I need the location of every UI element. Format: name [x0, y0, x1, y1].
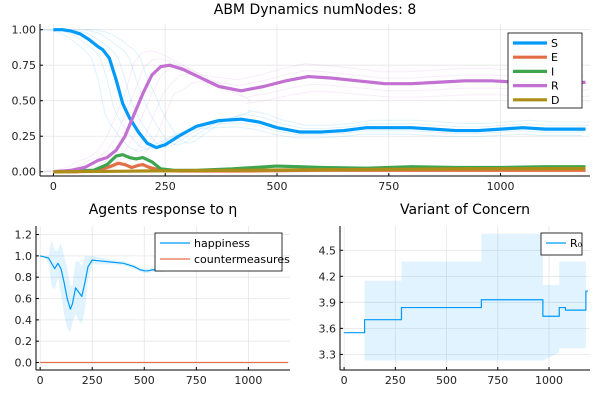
node-trace-r [40, 50, 582, 172]
y-tick-label: 0.75 [12, 59, 37, 72]
y-tick-label: 0.8 [15, 271, 33, 284]
x-tick-label: 750 [186, 374, 207, 387]
x-tick-label: 500 [134, 374, 155, 387]
legend-label: happiness [194, 237, 250, 250]
y-tick-label: 1.0 [15, 250, 33, 263]
x-tick-label: 0 [37, 374, 44, 387]
x-tick-label: 1000 [234, 374, 262, 387]
y-tick-label: 0.50 [12, 95, 37, 108]
x-tick-label: 250 [155, 180, 176, 193]
x-tick-label: 0 [341, 374, 348, 387]
chart-title: Variant of Concern [400, 202, 530, 218]
y-tick-label: 0.00 [12, 166, 37, 179]
panel-agents-response: Agents response to η 0 250 500 750 1000 0.0 0.2… [15, 202, 291, 387]
plot-area [40, 239, 288, 364]
plot-area [40, 28, 590, 174]
legend-box [154, 232, 283, 272]
x-tick-label: 1000 [487, 180, 515, 193]
y-tick-label: 0.4 [15, 314, 33, 327]
y-tick-label: 1.00 [12, 24, 37, 37]
series-line-0 [40, 255, 166, 310]
legend-box [540, 232, 583, 256]
node-trace-r [73, 73, 590, 173]
y-tick-label: 4.5 [319, 244, 337, 257]
node-trace-r [84, 80, 590, 173]
y-tick-label: 3.3 [319, 348, 337, 361]
y-tick-label: 3.9 [319, 296, 337, 309]
y-tick-label: 0.2 [15, 335, 33, 348]
y-tick-label: 0.0 [15, 357, 33, 370]
confidence-band-happiness [40, 239, 166, 333]
y-tick-label: 0.6 [15, 293, 33, 306]
node-trace-s [73, 29, 590, 146]
legend-label: R₀ [570, 237, 583, 250]
plot-area [344, 233, 588, 361]
legend-label: R [551, 80, 559, 93]
x-tick-label: 0 [50, 180, 57, 193]
y-tick-label: 4.2 [319, 270, 337, 283]
panel-abm-dynamics: ABM Dynamics numNodes: 8 0 250 500 750 1000 0.… [12, 2, 590, 193]
x-tick-label: 250 [82, 374, 103, 387]
x-tick-label: 500 [436, 374, 457, 387]
chart-title: ABM Dynamics numNodes: 8 [214, 2, 417, 18]
series-line-0 [53, 28, 586, 150]
chart-title: Agents response to η [89, 202, 238, 218]
y-tick-label: 1.2 [15, 229, 33, 242]
x-tick-label: 250 [385, 374, 406, 387]
series-line-3 [53, 63, 586, 174]
legend-label: I [551, 65, 554, 78]
node-trace-r [44, 57, 584, 173]
legend-label: countermeasures [194, 253, 290, 266]
x-tick-label: 500 [266, 180, 287, 193]
series-line-4 [53, 166, 586, 174]
y-tick-label: 0.25 [12, 130, 37, 143]
legend-label: D [551, 94, 559, 107]
y-tick-label: 3.6 [319, 322, 337, 335]
legend-label: E [551, 51, 558, 64]
node-trace-s [84, 29, 590, 145]
panel-variant-of-concern: Variant of Concern 0 250 500 750 1000 3.3 3.6 3.… [319, 202, 590, 387]
series-line-0 [344, 290, 588, 334]
x-tick-label: 750 [487, 374, 508, 387]
x-tick-label: 750 [378, 180, 399, 193]
confidence-band-r₀ [364, 233, 586, 361]
node-trace-s [40, 29, 582, 152]
x-tick-label: 1000 [535, 374, 563, 387]
legend-label: S [551, 37, 558, 50]
